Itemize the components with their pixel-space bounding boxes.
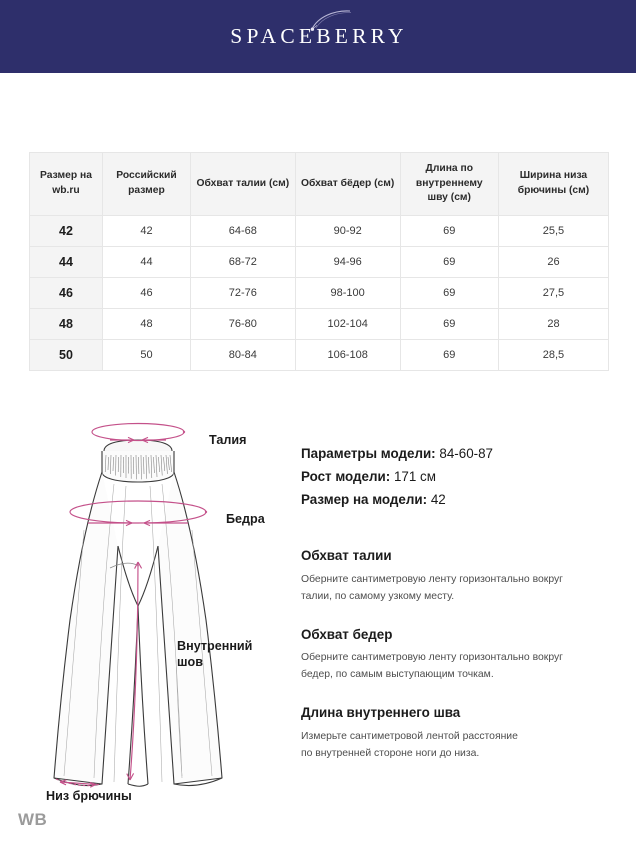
cell-russian-size: 46	[101, 276, 191, 309]
col-header-waist: Обхват талии (см)	[189, 152, 296, 216]
pants-illustration-svg	[53, 422, 223, 788]
model-size-value: 42	[430, 492, 446, 508]
col-header-wb-size: Размер на wb.ru	[29, 152, 103, 216]
col-header-russian-size: Российский размер	[101, 152, 191, 216]
cell-hips: 90-92	[294, 214, 401, 247]
cell-hips: 98-100	[294, 276, 401, 309]
cell-wb-size: 48	[29, 307, 103, 340]
model-height-line: Рост модели: 171 см	[301, 465, 611, 488]
size-table-container: Размер на wb.ru Российский размер Обхват…	[29, 152, 610, 371]
model-parameters-label: Параметры модели:	[301, 446, 436, 461]
cell-hem-width: 27,5	[497, 276, 610, 309]
cell-inseam: 69	[399, 307, 499, 340]
cell-wb-size: 46	[29, 276, 103, 309]
cell-inseam: 69	[399, 214, 499, 247]
instruction-title-waist: Обхват талии	[301, 548, 392, 564]
cell-inseam: 69	[399, 276, 499, 309]
measurement-info-column: Параметры модели: 84-60-87 Рост модели: …	[301, 442, 611, 762]
table-row: 42 42 64-68 90-92 69 25,5	[29, 214, 610, 247]
instruction-text-hips: Оберните сантиметровую ленту горизонталь…	[301, 652, 563, 681]
table-row: 48 48 76-80 102-104 69 28	[29, 307, 610, 340]
pants-diagram: Талия Бедра Внутренний шов Низ брючины	[26, 410, 291, 810]
instruction-block-hips: Обхват бедер Оберните сантиметровую лент…	[301, 627, 611, 684]
cell-hips: 94-96	[294, 245, 401, 278]
cell-hips: 106-108	[294, 338, 401, 371]
brand-header: SPACEBERRY	[0, 0, 636, 73]
instruction-title-inseam: Длина внутреннего шва	[301, 705, 461, 721]
diagram-label-waist: Талия	[209, 433, 247, 447]
model-size-line: Размер на модели: 42	[301, 488, 611, 511]
model-height-label: Рост модели:	[301, 469, 391, 485]
cell-russian-size: 48	[101, 307, 191, 340]
size-table-body: 42 42 64-68 90-92 69 25,5 44 44 68-72 94…	[29, 214, 610, 371]
cell-russian-size: 44	[101, 245, 191, 278]
diagram-label-hips: Бедра	[226, 512, 265, 526]
measure-hem-line	[55, 778, 101, 788]
instruction-block-inseam: Длина внутреннего шва Измерьте сантиметр…	[301, 705, 611, 762]
measurement-guide-section: Талия Бедра Внутренний шов Низ брючины П…	[0, 410, 636, 810]
cell-wb-size: 42	[29, 214, 103, 247]
brand-logo-text: SPACEBERRY	[230, 23, 408, 48]
instruction-text-waist: Оберните сантиметровую ленту горизонталь…	[301, 573, 563, 602]
cell-wb-size: 50	[29, 338, 103, 371]
instruction-title-hips: Обхват бедер	[301, 626, 393, 642]
model-size-label: Размер на модели:	[301, 492, 428, 508]
cell-waist: 64-68	[189, 214, 296, 247]
brand-logo: SPACEBERRY	[228, 10, 408, 48]
cell-inseam: 69	[399, 245, 499, 278]
cell-inseam: 69	[399, 338, 499, 371]
cell-hem-width: 25,5	[497, 214, 610, 247]
cell-waist: 76-80	[189, 307, 296, 340]
table-header-row: Размер на wb.ru Российский размер Обхват…	[29, 152, 610, 216]
table-row: 46 46 72-76 98-100 69 27,5	[29, 276, 610, 309]
cell-waist: 80-84	[189, 338, 296, 371]
cell-hem-width: 28,5	[497, 338, 610, 371]
size-table-head: Размер на wb.ru Российский размер Обхват…	[29, 152, 610, 216]
model-parameters-line: Параметры модели: 84-60-87	[301, 442, 611, 465]
cell-hem-width: 28	[497, 307, 610, 340]
cell-russian-size: 50	[101, 338, 191, 371]
col-header-hem-width: Ширина низа брючины (см)	[497, 152, 610, 216]
diagram-label-inseam: Внутренний шов	[177, 639, 253, 670]
table-row: 50 50 80-84 106-108 69 28,5	[29, 338, 610, 371]
table-row: 44 44 68-72 94-96 69 26	[29, 245, 610, 278]
cell-hips: 102-104	[294, 307, 401, 340]
size-table: Размер на wb.ru Российский размер Обхват…	[29, 152, 610, 371]
cell-wb-size: 44	[29, 245, 103, 278]
diagram-label-hem: Низ брючины	[46, 789, 132, 803]
instruction-block-waist: Обхват талии Оберните сантиметровую лент…	[301, 548, 611, 605]
model-height-value: 171 см	[393, 469, 436, 485]
measure-inseam-line	[126, 561, 143, 781]
instruction-text-inseam: Измерьте сантиметровой лентой расстояние…	[301, 730, 518, 759]
cell-waist: 68-72	[189, 245, 296, 278]
cell-russian-size: 42	[101, 214, 191, 247]
model-parameters-value: 84-60-87	[439, 446, 493, 461]
cell-hem-width: 26	[497, 245, 610, 278]
col-header-hips: Обхват бёдер (см)	[294, 152, 401, 216]
col-header-inseam: Длина по внутреннему шву (см)	[399, 152, 499, 216]
wb-watermark: WB	[18, 810, 48, 829]
cell-waist: 72-76	[189, 276, 296, 309]
